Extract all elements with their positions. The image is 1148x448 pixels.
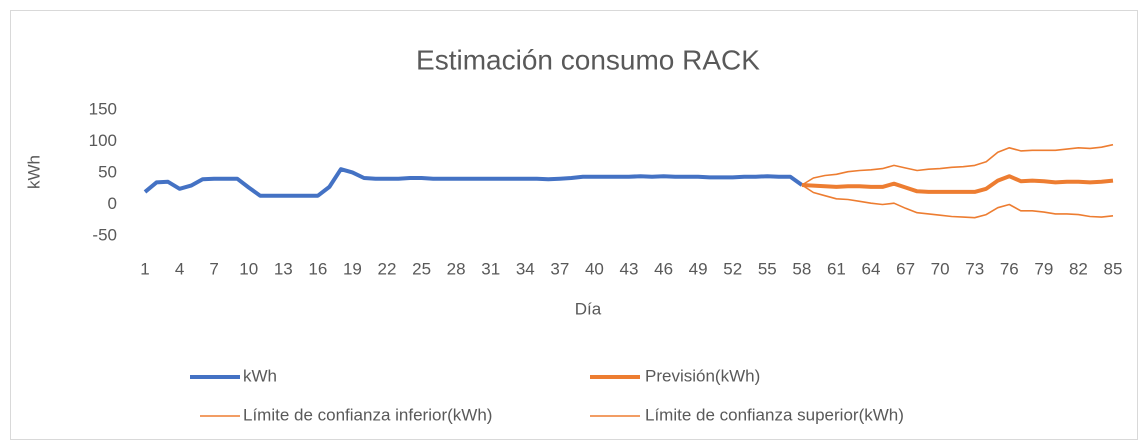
x-tick-label: 37 [550,259,569,278]
y-tick-label: 100 [89,131,117,150]
x-tick-label: 34 [516,259,535,278]
x-tick-label: 67 [896,259,915,278]
y-tick-label: 50 [98,162,117,181]
x-tick-label: 82 [1069,259,1088,278]
series-line [143,167,804,198]
x-tick-label: 85 [1104,259,1123,278]
x-tick-label: 49 [689,259,708,278]
series-line [801,174,1114,194]
x-tick-label: 43 [620,259,639,278]
x-tick-label: 31 [481,259,500,278]
x-axis-title: Día [575,299,602,318]
x-tick-label: 22 [378,259,397,278]
series-line [801,184,1114,219]
x-tick-label: 52 [723,259,742,278]
x-tick-label: 13 [274,259,293,278]
x-tick-label: 58 [792,259,811,278]
x-tick-label: 64 [862,259,881,278]
y-tick-label: -50 [92,225,117,244]
x-tick-label: 70 [931,259,950,278]
legend-label: kWh [243,366,277,385]
legend-label: Límite de confianza inferior(kWh) [243,405,492,424]
x-tick-label: 4 [175,259,184,278]
y-tick-label: 150 [89,99,117,118]
chart-border [10,10,1138,440]
chart-title: Estimación consumo RACK [416,44,760,75]
legend-label: Límite de confianza superior(kWh) [645,405,904,424]
series-line [801,143,1114,186]
x-tick-label: 16 [308,259,327,278]
x-tick-label: 10 [239,259,258,278]
x-tick-label: 55 [758,259,777,278]
y-axis-title: kWh [24,155,43,189]
x-tick-label: 79 [1034,259,1053,278]
x-tick-label: 28 [447,259,466,278]
x-tick-label: 40 [585,259,604,278]
x-tick-label: 76 [1000,259,1019,278]
x-tick-label: 19 [343,259,362,278]
x-tick-label: 61 [827,259,846,278]
x-tick-label: 73 [965,259,984,278]
legend-label: Previsión(kWh) [645,366,760,385]
x-tick-label: 25 [412,259,431,278]
x-tick-label: 46 [654,259,673,278]
y-tick-label: 0 [108,194,117,213]
x-tick-label: 1 [140,259,149,278]
x-tick-label: 7 [209,259,218,278]
